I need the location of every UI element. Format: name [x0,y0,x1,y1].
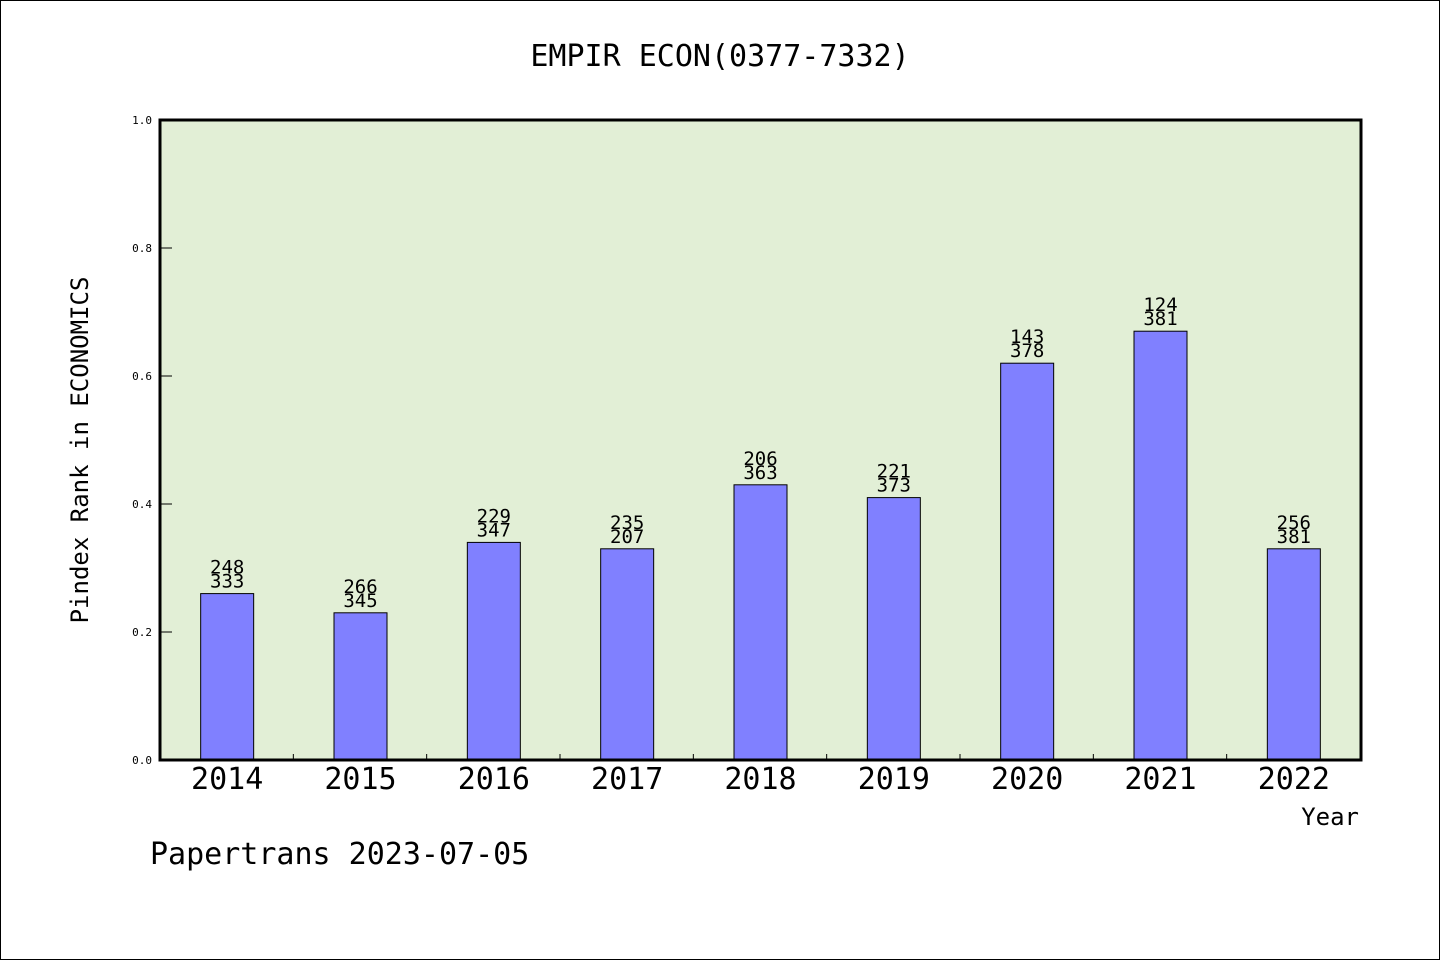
y-tick-label: 0.4 [132,498,152,511]
plot-border [158,118,1363,762]
x-axis-label: Year [1301,803,1359,831]
bar-label-bottom-2022: 381 [1277,526,1311,548]
bar-label-top-2022: 256 [1277,512,1311,534]
bar-label-top-2021: 124 [1143,294,1177,316]
bar-label-top-2015: 266 [343,576,377,598]
bar-label-top-2014: 248 [210,557,244,579]
bar-label-bottom-2018: 363 [743,462,777,484]
y-tick-label: 1.0 [132,114,152,127]
x-tick-label-2020: 2020 [991,762,1063,797]
y-tick-label: 0.6 [132,370,152,383]
bar-label-bottom-2020: 378 [1010,340,1044,362]
bar-2018 [733,484,788,761]
bar-label-bottom-2014: 333 [210,571,244,593]
x-tick-label-2021: 2021 [1124,762,1196,797]
bar-label-bottom-2017: 207 [610,526,644,548]
x-tick-label-2018: 2018 [724,762,796,797]
bar-2015 [333,612,388,761]
bar-label-bottom-2021: 381 [1143,308,1177,330]
x-tick-label-2022: 2022 [1258,762,1330,797]
bar-2021 [1133,330,1188,761]
bar-label-top-2016: 229 [477,505,511,527]
x-tick-label-2017: 2017 [591,762,663,797]
bar-2014 [200,593,255,761]
bar-label-top-2019: 221 [877,461,911,483]
y-axis-label: Pindex Rank in ECONOMICS [66,277,94,624]
x-tick-label-2019: 2019 [858,762,930,797]
x-tick-label-2014: 2014 [191,762,263,797]
y-tick-label: 0.0 [132,754,152,767]
x-tick-label-2015: 2015 [324,762,396,797]
bar-2022 [1266,548,1321,761]
bar-label-bottom-2019: 373 [877,475,911,497]
bar-label-top-2018: 206 [743,448,777,470]
bar-2017 [600,548,655,761]
bar-2016 [466,541,521,761]
x-tick-label-2016: 2016 [458,762,530,797]
bars-group [200,330,1321,761]
bar-label-top-2017: 235 [610,512,644,534]
y-tick-label: 0.8 [132,242,152,255]
bar-2019 [866,497,921,761]
y-tick-label: 0.2 [132,626,152,639]
chart-title: EMPIR ECON(0377-7332) [530,39,909,74]
bar-label-bottom-2016: 347 [477,519,511,541]
footer-credit: Papertrans 2023-07-05 [150,837,529,872]
bar-2020 [1000,362,1055,761]
bar-label-bottom-2015: 345 [343,590,377,612]
bar-label-top-2020: 143 [1010,326,1044,348]
